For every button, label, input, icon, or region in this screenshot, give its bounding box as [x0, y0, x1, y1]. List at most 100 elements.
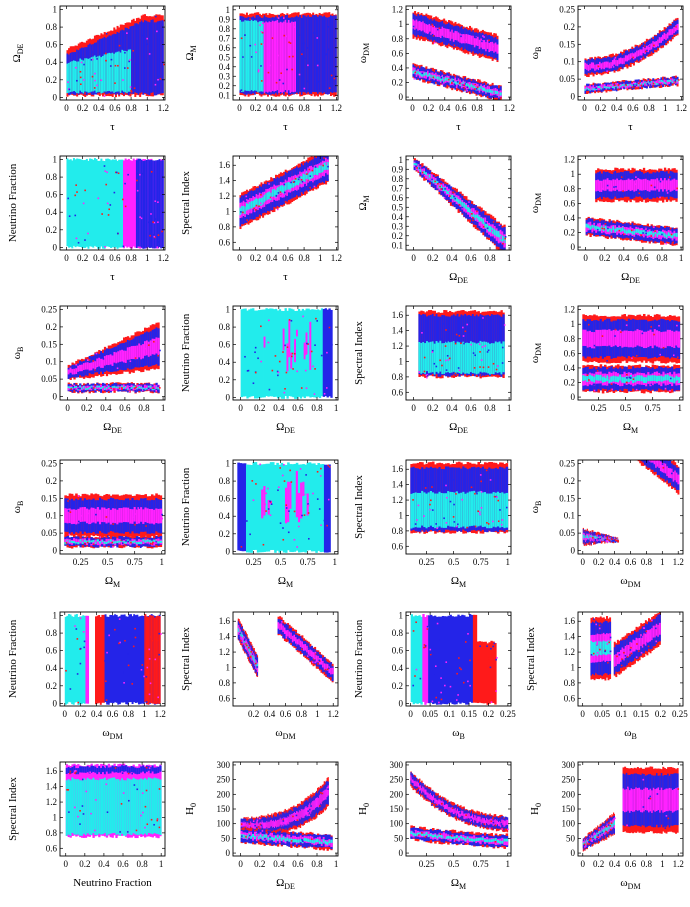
- density-cell: [441, 343, 444, 375]
- density-speckle: [475, 217, 478, 220]
- density-cell: [462, 341, 465, 373]
- density-cell: [102, 55, 105, 93]
- density-speckle: [91, 522, 94, 525]
- density-cell: [616, 227, 619, 232]
- density-cell: [450, 341, 454, 373]
- density-cell: [153, 338, 156, 355]
- density-cell: [615, 83, 618, 91]
- density-speckle: [149, 542, 152, 545]
- y-tick-label: 0.2: [46, 476, 57, 486]
- density-speckle: [415, 165, 417, 167]
- density-speckle: [455, 333, 458, 336]
- density-cell: [118, 159, 121, 248]
- density-speckle: [281, 474, 284, 477]
- density-cell: [120, 508, 124, 523]
- density-speckle: [676, 380, 679, 382]
- density-cell: [660, 375, 663, 382]
- density-cell: [144, 341, 147, 356]
- density-cell: [671, 78, 674, 83]
- density-cell: [145, 20, 148, 94]
- density-speckle: [265, 492, 267, 495]
- y-tick-label: 1.2: [392, 5, 403, 15]
- density-cell: [673, 178, 676, 190]
- density-speckle: [304, 183, 306, 186]
- density-cell: [587, 88, 590, 91]
- panel-13-density: [64, 493, 164, 549]
- density-cell: [273, 309, 276, 397]
- density-cell: [444, 28, 447, 38]
- density-cell: [320, 165, 323, 173]
- density-cell: [644, 81, 647, 84]
- density-cell: [641, 49, 644, 56]
- density-cell: [642, 331, 646, 349]
- density-cell: [86, 388, 90, 390]
- density-speckle: [316, 37, 319, 39]
- density-speckle: [465, 39, 467, 42]
- y-tick-label: 0.2: [564, 228, 575, 238]
- density-speckle: [75, 543, 78, 546]
- density-cell: [111, 159, 114, 248]
- density-cell: [638, 437, 640, 459]
- y-axis-label: Spectral Index: [353, 321, 365, 385]
- density-cell: [148, 160, 151, 248]
- density-cell: [270, 192, 273, 201]
- density-speckle: [453, 195, 455, 198]
- density-speckle: [638, 178, 641, 181]
- density-cell: [155, 337, 158, 354]
- density-cell: [606, 178, 609, 190]
- density-speckle: [424, 487, 427, 489]
- density-speckle: [492, 362, 495, 365]
- density-cell: [271, 189, 274, 197]
- y-tick-label: 0.3: [392, 221, 404, 231]
- density-cell: [588, 330, 592, 348]
- density-cell: [94, 541, 98, 544]
- x-tick-label: 1: [334, 403, 339, 413]
- density-cell: [310, 16, 313, 94]
- density-cell: [631, 230, 634, 235]
- density-speckle: [612, 197, 614, 199]
- y-tick-label: 1.4: [392, 326, 404, 336]
- density-cell: [414, 69, 417, 73]
- density-speckle: [430, 499, 432, 502]
- density-cell: [655, 41, 658, 48]
- density-cell: [492, 492, 496, 527]
- x-tick-label: 0.8: [298, 103, 310, 113]
- density-speckle: [462, 326, 464, 329]
- density-cell: [483, 341, 486, 373]
- density-speckle: [140, 546, 142, 549]
- density-cell: [644, 230, 648, 235]
- density-cell: [611, 60, 614, 67]
- density-cell: [302, 481, 305, 497]
- y-tick-label: 0: [399, 92, 404, 102]
- density-cell: [412, 19, 415, 29]
- density-cell: [121, 49, 124, 91]
- density-cell: [438, 76, 441, 80]
- density-cell: [263, 486, 266, 516]
- density-cell: [436, 493, 439, 529]
- density-cell: [470, 491, 474, 526]
- density-cell: [267, 499, 271, 515]
- density-cell: [74, 60, 77, 93]
- density-speckle: [285, 35, 288, 38]
- density-cell: [465, 83, 468, 90]
- density-speckle: [489, 479, 492, 481]
- density-speckle: [501, 519, 504, 521]
- density-speckle: [609, 230, 611, 233]
- density-speckle: [626, 377, 628, 379]
- y-tick-label: 0.6: [392, 541, 404, 551]
- density-cell: [654, 231, 657, 236]
- density-speckle: [269, 196, 272, 199]
- density-cell: [649, 82, 652, 85]
- x-tick-label: 0.4: [100, 403, 112, 413]
- density-cell: [325, 162, 328, 170]
- density-cell: [594, 535, 596, 539]
- density-cell: [73, 368, 76, 375]
- density-cell: [625, 330, 629, 347]
- density-speckle: [323, 392, 326, 395]
- density-speckle: [446, 341, 448, 343]
- density-cell: [460, 343, 463, 374]
- density-speckle: [647, 45, 650, 47]
- density-speckle: [307, 64, 309, 67]
- density-cell: [281, 185, 284, 193]
- density-speckle: [87, 232, 89, 235]
